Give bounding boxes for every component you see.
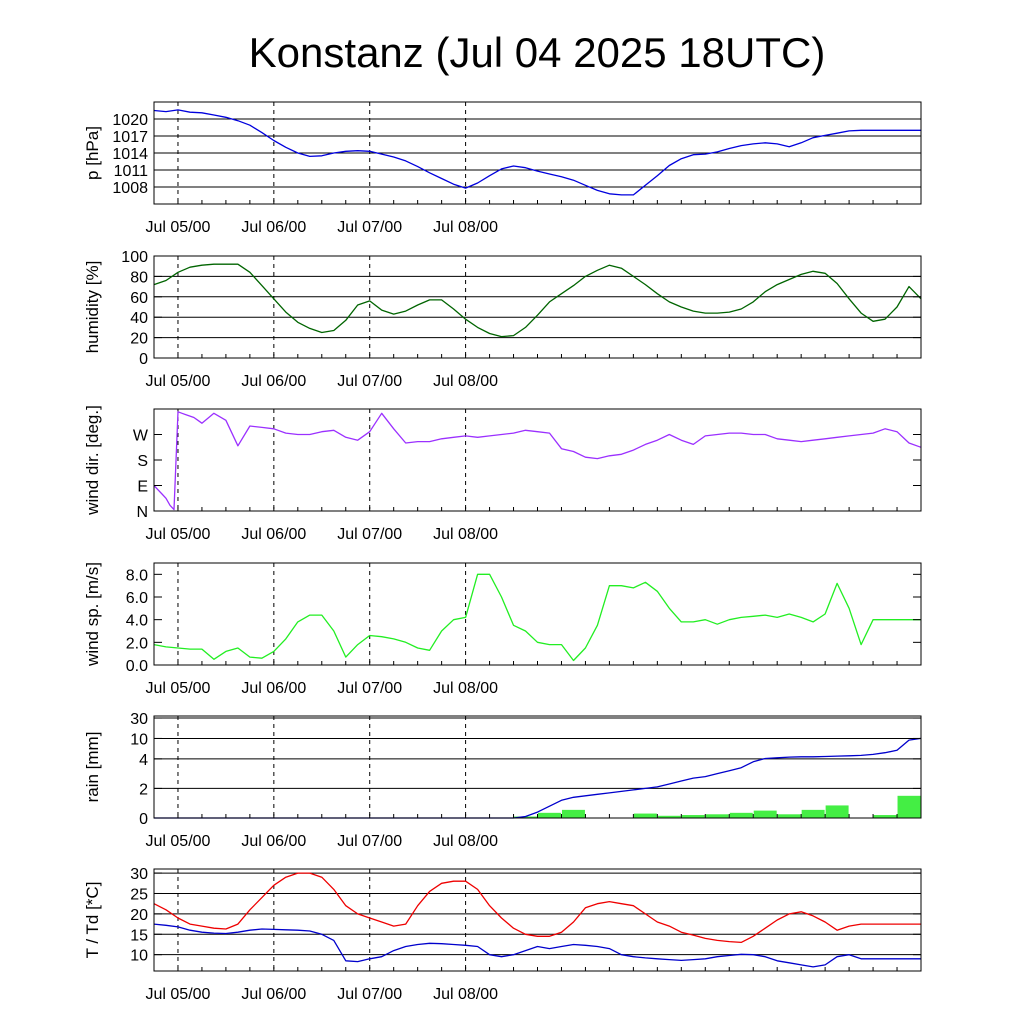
y-tick-label: 80 — [130, 269, 148, 286]
x-date-label: Jul 08/00 — [433, 526, 498, 543]
rain-bar — [633, 813, 657, 818]
x-date-label: Jul 07/00 — [337, 680, 402, 697]
wind_speed-series-0 — [153, 573, 921, 662]
x-date-label: Jul 07/00 — [337, 219, 402, 236]
y-tick-label: 1008 — [112, 180, 148, 197]
panel-frame — [153, 562, 922, 666]
rain-bar — [729, 812, 753, 818]
rain-bar — [657, 815, 681, 818]
rain-bar — [561, 809, 585, 818]
y-tick-label: 0 — [139, 351, 148, 368]
panel-frame — [153, 715, 922, 819]
x-date-label: Jul 06/00 — [241, 833, 306, 850]
rain-bar — [538, 812, 561, 818]
rain-bar — [825, 805, 849, 818]
y-tick-label: E — [137, 479, 148, 496]
y-tick-label: 100 — [121, 249, 148, 266]
rain-bar — [777, 814, 801, 818]
wind_direction-series-0 — [153, 411, 922, 511]
y-axis-label: wind dir. [deg.] — [83, 405, 102, 516]
y-tick-label: 10 — [130, 731, 148, 748]
x-date-label: Jul 05/00 — [146, 373, 211, 390]
y-tick-label: N — [136, 504, 148, 521]
y-tick-label: W — [133, 428, 149, 445]
y-tick-label: 0 — [139, 811, 148, 828]
y-axis-label: T / Td [*C] — [83, 882, 102, 959]
y-tick-label: 6.0 — [126, 590, 148, 607]
x-date-label: Jul 05/00 — [146, 526, 211, 543]
y-tick-label: 0.0 — [126, 658, 148, 675]
y-tick-label: 20 — [130, 331, 148, 348]
y-axis-label: p [hPa] — [83, 126, 102, 180]
x-date-label: Jul 06/00 — [241, 986, 306, 1003]
rain-bar — [681, 815, 705, 818]
x-date-label: Jul 06/00 — [241, 373, 306, 390]
y-tick-label: 1014 — [112, 146, 148, 163]
y-tick-label: 4 — [139, 752, 148, 769]
y-tick-label: S — [137, 453, 148, 470]
panel-frame — [153, 408, 922, 512]
humidity-series-0 — [153, 263, 922, 338]
y-axis-label: humidity [%] — [83, 261, 102, 354]
y-tick-label: 15 — [130, 927, 148, 944]
rain-bar — [897, 795, 921, 818]
x-date-label: Jul 07/00 — [337, 526, 402, 543]
y-tick-label: 4.0 — [126, 613, 148, 630]
rain-bar — [514, 816, 537, 818]
x-date-label: Jul 08/00 — [433, 833, 498, 850]
x-date-label: Jul 05/00 — [146, 680, 211, 697]
x-date-label: Jul 08/00 — [433, 373, 498, 390]
x-date-label: Jul 06/00 — [241, 526, 306, 543]
y-tick-label: 30 — [130, 866, 148, 883]
x-date-label: Jul 07/00 — [337, 986, 402, 1003]
chart-title: Konstanz (Jul 04 2025 18UTC) — [249, 29, 826, 76]
y-tick-label: 60 — [130, 290, 148, 307]
x-date-label: Jul 06/00 — [241, 219, 306, 236]
temperature-series-0 — [153, 872, 921, 944]
panel-frame — [153, 868, 922, 972]
y-axis-label: rain [mm] — [83, 732, 102, 803]
y-tick-label: 8.0 — [126, 567, 148, 584]
panel-rain: 0 2 4 10 30 rain [mm] Jul 05/00 Jul 06/00 Jul 07… — [83, 711, 922, 850]
x-date-label: Jul 06/00 — [241, 680, 306, 697]
panel-wind_speed: 0.0 2.0 4.0 6.0 8.0 wind sp. [m/s] Jul 05/00 Ju… — [83, 562, 922, 697]
temperature-series-1 — [153, 923, 921, 968]
x-date-label: Jul 07/00 — [337, 833, 402, 850]
y-tick-label: 2.0 — [126, 635, 148, 652]
x-date-label: Jul 08/00 — [433, 680, 498, 697]
y-tick-label: 25 — [130, 886, 148, 903]
y-tick-label: 20 — [130, 907, 148, 924]
panel-humidity: 0 20 40 60 80 100 humidity [%] Jul 05/00 Jul 06/… — [83, 249, 922, 390]
y-tick-label: 2 — [139, 781, 148, 798]
rain-bar — [801, 809, 825, 818]
y-tick-label: 30 — [130, 711, 148, 728]
y-tick-label: 40 — [130, 310, 148, 327]
rain-bar — [753, 810, 777, 818]
panel-temperature: 10 15 20 25 30 T / Td [*C] Jul 05/00 Jul 06/00 J… — [83, 866, 922, 1003]
rain-series-0 — [154, 737, 922, 819]
x-date-label: Jul 07/00 — [337, 373, 402, 390]
y-tick-label: 1017 — [112, 129, 148, 146]
y-tick-label: 1020 — [112, 112, 148, 129]
x-date-label: Jul 08/00 — [433, 986, 498, 1003]
pressure-series-0 — [153, 109, 921, 196]
x-date-label: Jul 05/00 — [146, 986, 211, 1003]
x-date-label: Jul 05/00 — [146, 833, 211, 850]
rain-bar — [705, 814, 729, 818]
y-tick-label: 1011 — [114, 163, 149, 180]
panel-frame — [153, 255, 922, 359]
rain-bar — [873, 815, 897, 818]
x-date-label: Jul 08/00 — [433, 219, 498, 236]
y-axis-label: wind sp. [m/s] — [83, 562, 102, 667]
x-date-label: Jul 05/00 — [146, 219, 211, 236]
y-tick-label: 10 — [130, 948, 148, 965]
